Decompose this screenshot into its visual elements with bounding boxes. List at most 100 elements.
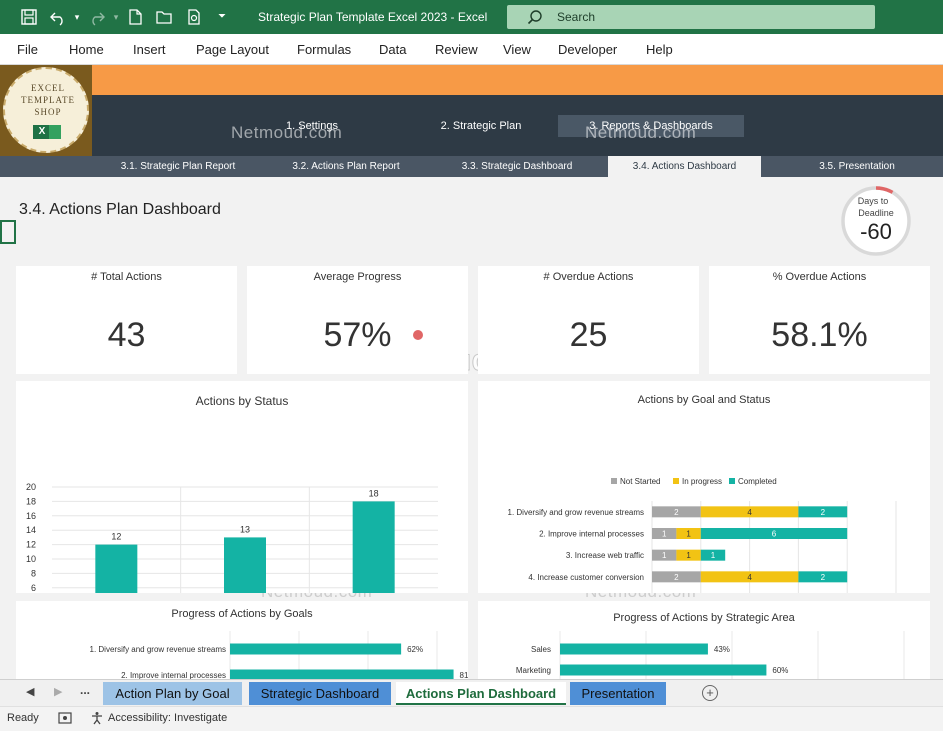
legend-label: In progress bbox=[682, 477, 722, 486]
deadline-label-line1: Days to bbox=[857, 196, 889, 206]
save-icon[interactable] bbox=[20, 8, 38, 26]
y-tick-label: 1. Diversify and grow revenue streams bbox=[508, 508, 645, 517]
scroll-tabs-right-icon[interactable]: ▶ bbox=[54, 686, 63, 698]
watermark-text: Netmoud.com bbox=[585, 123, 697, 142]
watermark-text: Netmoud.com bbox=[231, 123, 343, 142]
data-label: 2 bbox=[674, 573, 679, 582]
new-file-icon[interactable] bbox=[126, 8, 144, 26]
subtab-strategic-plan-report[interactable]: 3.1. Strategic Plan Report bbox=[120, 161, 236, 172]
chart-title: Progress of Actions by Goals bbox=[171, 608, 313, 620]
kpi-label: # Total Actions bbox=[91, 271, 162, 283]
status-bar: Ready Accessibility: Investigate bbox=[0, 706, 943, 731]
data-label: 81% bbox=[460, 671, 468, 679]
menu-insert[interactable]: Insert bbox=[133, 42, 166, 57]
chart-progress-by-goals: Progress of Actions by Goals 1. Diversif… bbox=[16, 601, 468, 679]
more-tabs-button[interactable]: ... bbox=[80, 683, 91, 697]
y-tick-label: 14 bbox=[26, 525, 36, 535]
search-box[interactable]: Search bbox=[507, 5, 875, 29]
undo-dropdown-icon[interactable]: ▾ bbox=[74, 12, 80, 22]
report-subtabs: 3.1. Strategic Plan Report 3.2. Actions … bbox=[0, 156, 943, 177]
y-tick-label: 16 bbox=[26, 511, 36, 521]
nav-reports-dashboards-button[interactable]: 3. Reports & Dashboards bbox=[558, 115, 744, 137]
sheet-tab-presentation[interactable]: Presentation bbox=[570, 682, 666, 705]
redo-icon[interactable] bbox=[88, 8, 106, 26]
menu-formulas[interactable]: Formulas bbox=[297, 42, 352, 57]
menu-view[interactable]: View bbox=[503, 42, 531, 57]
worksheet: EXCEL TEMPLATE SHOP X 1. Settings 2. Str… bbox=[0, 65, 943, 679]
accessibility-icon[interactable] bbox=[90, 711, 104, 728]
deadline-gauge bbox=[841, 186, 911, 256]
add-sheet-button[interactable]: + bbox=[702, 685, 718, 701]
sheet-tab-actions-plan-dashboard[interactable]: Actions Plan Dashboard bbox=[396, 682, 566, 705]
macro-record-icon[interactable] bbox=[58, 711, 72, 728]
nav-strategic-plan-button[interactable]: 2. Strategic Plan bbox=[440, 120, 522, 132]
subtab-actions-dashboard[interactable]: 3.4. Actions Dashboard bbox=[608, 156, 761, 177]
undo-icon[interactable] bbox=[49, 8, 67, 26]
bar-segment bbox=[700, 528, 848, 539]
excel-template-shop-logo: EXCEL TEMPLATE SHOP X bbox=[0, 65, 92, 156]
nav-settings-button[interactable]: 1. Settings bbox=[286, 120, 338, 132]
accessibility-status[interactable]: Accessibility: Investigate bbox=[108, 712, 228, 724]
legend-label: Not Started bbox=[620, 477, 660, 486]
redo-dropdown-icon[interactable]: ▾ bbox=[113, 12, 119, 22]
data-label: 43% bbox=[714, 645, 730, 654]
menu-help[interactable]: Help bbox=[646, 42, 673, 57]
data-label: 2 bbox=[821, 508, 826, 517]
y-tick-label: 20 bbox=[26, 482, 36, 492]
page-title: 3.4. Actions Plan Dashboard bbox=[19, 201, 221, 218]
data-label: 1 bbox=[662, 530, 667, 539]
subtab-strategic-dashboard[interactable]: 3.3. Strategic Dashboard bbox=[461, 161, 573, 172]
data-label: 4 bbox=[747, 508, 752, 517]
y-tick-label: 4. Increase customer conversion bbox=[528, 573, 644, 582]
customize-toolbar-icon[interactable]: ⏷ bbox=[218, 11, 226, 22]
bar-segment bbox=[700, 571, 799, 583]
y-tick-label: 18 bbox=[26, 496, 36, 506]
logo-text-3: SHOP bbox=[34, 107, 62, 117]
chart-title: Actions by Status bbox=[195, 394, 289, 408]
data-label: 2 bbox=[674, 508, 679, 517]
kpi-value: 25 bbox=[569, 316, 608, 354]
active-cell-selection[interactable] bbox=[0, 220, 16, 244]
subtab-actions-plan-report[interactable]: 3.2. Actions Plan Report bbox=[292, 161, 400, 172]
bar bbox=[230, 643, 402, 655]
menu-review[interactable]: Review bbox=[435, 42, 478, 57]
chart-title: Progress of Actions by Strategic Area bbox=[613, 612, 795, 624]
menu-home[interactable]: Home bbox=[69, 42, 104, 57]
sheet-tab-action-plan-by-goal[interactable]: Action Plan by Goal bbox=[103, 682, 242, 705]
data-label: 1 bbox=[711, 551, 716, 560]
window-title: Strategic Plan Template Excel 2023 - Exc… bbox=[258, 10, 488, 24]
excel-icon: X bbox=[33, 125, 51, 139]
kpi-card-overdue-actions: # Overdue Actions 25 bbox=[478, 266, 699, 374]
data-label: 1 bbox=[686, 530, 691, 539]
y-tick-label: 2. Improve internal processes bbox=[539, 530, 644, 539]
bar bbox=[560, 643, 708, 655]
ribbon-menu: File Home Insert Page Layout Formulas Da… bbox=[0, 34, 943, 65]
chart-svg: 0246810121416182012Not Started13In progr… bbox=[26, 482, 438, 593]
y-tick-label: 3. Increase web traffic bbox=[566, 551, 644, 560]
y-tick-label: 1. Diversify and grow revenue streams bbox=[90, 645, 227, 654]
menu-file[interactable]: File bbox=[17, 42, 38, 57]
logo-text-2: TEMPLATE bbox=[21, 95, 75, 105]
bar-segment bbox=[676, 528, 701, 539]
subtab-presentation[interactable]: 3.5. Presentation bbox=[819, 161, 895, 172]
menu-data[interactable]: Data bbox=[379, 42, 407, 57]
kpi-label: Average Progress bbox=[313, 271, 402, 283]
search-label: Search bbox=[557, 10, 596, 24]
print-preview-icon[interactable] bbox=[185, 8, 203, 26]
data-label: 2 bbox=[821, 573, 826, 582]
legend-swatch bbox=[729, 478, 735, 484]
sheet-tab-bar: ◀ ▶ ... Action Plan by Goal Strategic Da… bbox=[0, 679, 943, 706]
open-folder-icon[interactable] bbox=[155, 8, 173, 26]
chart-svg: Sales 43% Marketing 60% bbox=[516, 631, 905, 679]
menu-developer[interactable]: Developer bbox=[558, 42, 618, 57]
menu-page-layout[interactable]: Page Layout bbox=[196, 42, 270, 57]
kpi-label: % Overdue Actions bbox=[772, 271, 867, 283]
scroll-tabs-left-icon[interactable]: ◀ bbox=[26, 686, 35, 698]
y-tick-label: 12 bbox=[26, 540, 36, 550]
status-indicator-dot bbox=[413, 330, 423, 340]
sheet-tab-strategic-dashboard[interactable]: Strategic Dashboard bbox=[249, 682, 391, 705]
chart-title: Actions by Goal and Status bbox=[637, 394, 771, 406]
search-icon bbox=[527, 9, 543, 25]
